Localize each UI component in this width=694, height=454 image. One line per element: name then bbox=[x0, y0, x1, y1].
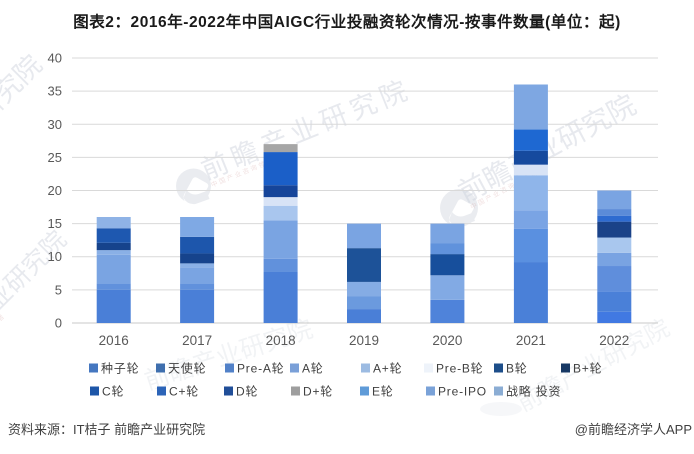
svg-text:2021: 2021 bbox=[516, 333, 546, 348]
svg-text:B轮: B轮 bbox=[506, 362, 528, 376]
svg-text:25: 25 bbox=[48, 150, 62, 165]
svg-text:2022: 2022 bbox=[599, 333, 629, 348]
svg-text:Pre-B轮: Pre-B轮 bbox=[436, 362, 483, 376]
svg-text:5: 5 bbox=[55, 282, 62, 297]
svg-text:战略 投资: 战略 投资 bbox=[506, 384, 561, 399]
svg-text:B+轮: B+轮 bbox=[573, 362, 602, 376]
svg-text:30: 30 bbox=[48, 117, 62, 132]
svg-text:C轮: C轮 bbox=[102, 385, 124, 399]
svg-text:0: 0 bbox=[55, 316, 62, 331]
svg-text:资料来源：IT桔子 前瞻产业研究院: 资料来源：IT桔子 前瞻产业研究院 bbox=[8, 422, 205, 437]
svg-text:C+轮: C+轮 bbox=[169, 385, 199, 399]
svg-text:Pre-A轮: Pre-A轮 bbox=[237, 362, 284, 376]
svg-text:40: 40 bbox=[48, 51, 62, 66]
svg-text:@前瞻经济学人APP: @前瞻经济学人APP bbox=[575, 422, 692, 437]
svg-text:D轮: D轮 bbox=[236, 385, 258, 399]
svg-text:种子轮: 种子轮 bbox=[101, 362, 139, 376]
svg-text:Pre-IPO: Pre-IPO bbox=[438, 385, 487, 399]
svg-text:35: 35 bbox=[48, 84, 62, 99]
svg-text:天使轮: 天使轮 bbox=[168, 361, 206, 376]
svg-text:2018: 2018 bbox=[266, 333, 296, 348]
svg-text:E轮: E轮 bbox=[372, 385, 394, 399]
svg-text:A轮: A轮 bbox=[302, 362, 324, 376]
svg-text:图表2：2016年-2022年中国AIGC行业投融资轮次情况: 图表2：2016年-2022年中国AIGC行业投融资轮次情况-按事件数量(单位：… bbox=[73, 12, 621, 31]
svg-text:2020: 2020 bbox=[432, 333, 462, 348]
svg-text:A+轮: A+轮 bbox=[373, 362, 402, 376]
svg-text:2017: 2017 bbox=[182, 333, 212, 348]
svg-text:10: 10 bbox=[48, 249, 62, 264]
svg-text:20: 20 bbox=[48, 183, 62, 198]
svg-text:D+轮: D+轮 bbox=[303, 385, 333, 399]
svg-text:15: 15 bbox=[48, 216, 62, 231]
svg-text:2019: 2019 bbox=[349, 333, 379, 348]
svg-text:2016: 2016 bbox=[99, 333, 129, 348]
